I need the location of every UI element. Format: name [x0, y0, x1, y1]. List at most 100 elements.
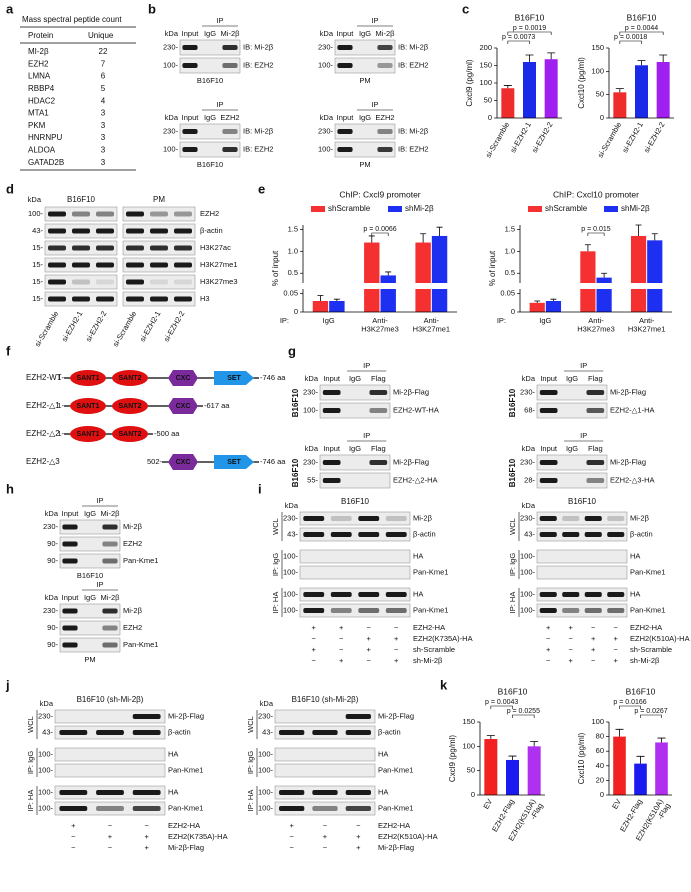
row-label: EZH2 [123, 623, 142, 632]
row-label: Pan-Kme1 [168, 803, 203, 812]
band [377, 129, 393, 134]
group-label: IP: IgG [246, 751, 255, 775]
band [150, 211, 168, 217]
kda-marker: 15- [32, 260, 43, 269]
bar [655, 742, 668, 795]
panel-label: j [5, 677, 10, 692]
y-axis-label: % of input [271, 250, 280, 286]
bar [647, 240, 663, 312]
error-bar [534, 300, 541, 303]
cell-line: B16F10 [197, 160, 223, 169]
domain-name: SET [227, 459, 241, 466]
kda-marker: 43- [524, 529, 535, 538]
significance-bracket [619, 40, 642, 44]
band [303, 532, 325, 537]
error-bar [615, 88, 624, 93]
error-bar [636, 755, 645, 764]
condition-sign: + [614, 656, 619, 665]
y-tick-label: 0 [600, 113, 604, 122]
row-label: EZH2-△3-HA [610, 475, 655, 484]
row-label: Mi-2β-Flag [610, 457, 646, 466]
x-tick-label: IgG [539, 316, 551, 325]
lane-label: si-Scramble [33, 309, 61, 348]
condition-sign: − [312, 634, 317, 643]
kda-marker: 100- [38, 787, 54, 796]
band [586, 390, 605, 395]
band [586, 460, 605, 465]
protein-name: RBBP4 [28, 84, 55, 93]
condition-sign: − [546, 634, 551, 643]
band [182, 129, 198, 134]
kda-marker: 230- [520, 387, 536, 396]
error-bar [436, 226, 443, 236]
condition-sign: + [394, 634, 399, 643]
condition-sign: + [339, 623, 344, 632]
kda-marker: 15- [32, 277, 43, 286]
y-tick-label: 40 [596, 761, 604, 770]
row-label: Mi-2β-Flag [168, 711, 204, 720]
row-label: IB: Mi-2β [398, 42, 429, 51]
group-label: IP: HA [508, 592, 517, 614]
row-label: Mi-2β [413, 513, 433, 522]
band [345, 730, 371, 735]
band [62, 524, 78, 530]
legend-label: shScramble [328, 204, 371, 213]
condition-sign: + [546, 645, 551, 654]
band [358, 608, 380, 613]
blot-strip [179, 39, 241, 56]
band [150, 296, 168, 302]
band [562, 516, 580, 521]
band [102, 625, 118, 631]
blot-strip [299, 603, 411, 618]
condition-sign: − [394, 623, 399, 632]
band [539, 532, 557, 537]
kda-marker: 230- [318, 126, 334, 135]
lane-label: IgG [566, 374, 578, 383]
kda-unit: kDa [165, 113, 179, 122]
axis-break [297, 283, 457, 289]
kda-marker: 100- [163, 144, 179, 153]
lane-label: Input [540, 374, 558, 383]
blot-strip [274, 709, 376, 724]
y-tick-label: 50 [484, 95, 492, 104]
row-label: EZH2 [200, 209, 219, 218]
condition-sign: + [339, 656, 344, 665]
group-label: WCL [508, 518, 517, 535]
condition-sign: − [394, 645, 399, 654]
chart-title: B16F10 [627, 12, 657, 22]
x-tick-label: Anti-H3K27me3 [577, 316, 615, 333]
condition-sign: − [569, 634, 574, 643]
kda-marker: 68- [524, 405, 535, 414]
condition-sign: + [591, 634, 596, 643]
domain-name: SANT1 [77, 403, 100, 410]
kda-marker: 100- [520, 589, 536, 598]
y-tick-label: 0.05 [283, 289, 298, 298]
row-label: Mi-2β-Flag [393, 457, 429, 466]
band [48, 228, 66, 234]
kda-marker: 230- [318, 42, 334, 51]
lane-label: Input [323, 444, 341, 453]
y-tick-label: 0 [471, 790, 475, 799]
p-value: p = 0.0043 [485, 699, 518, 706]
kda-marker: 230- [303, 387, 319, 396]
band [174, 279, 192, 285]
band [62, 541, 78, 547]
band [385, 532, 407, 537]
kda-unit: kDa [522, 501, 536, 510]
bar [415, 242, 431, 312]
protein-name: MI-2β [28, 47, 49, 56]
unique-count: 3 [101, 109, 106, 118]
band [72, 228, 90, 234]
band [48, 262, 66, 268]
blot-strip [179, 123, 241, 140]
p-value: p = 0.0044 [625, 25, 658, 32]
bar [523, 62, 536, 118]
error-bar [317, 295, 324, 301]
y-tick-label: 1.0 [288, 246, 298, 255]
group-label: IP: HA [246, 790, 255, 812]
condition-sign: − [356, 821, 361, 830]
y-tick-label: 20 [596, 775, 604, 784]
row-label: EZH2-WT-HA [393, 405, 439, 414]
blot-strip [299, 527, 411, 542]
condition-sign: + [367, 634, 372, 643]
